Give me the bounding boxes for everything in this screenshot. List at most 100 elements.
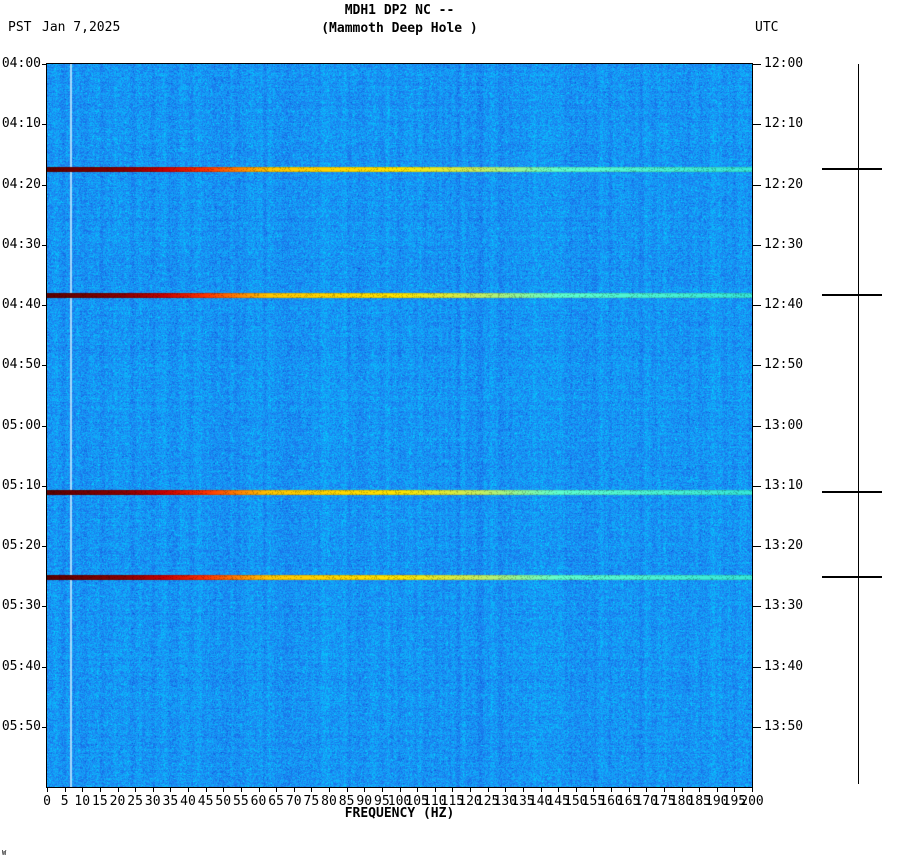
left-time-label: 04:10 — [0, 117, 41, 131]
frequency-tick — [646, 788, 647, 792]
spectrogram-page: { "header": { "tz_left": "PST", "date": … — [0, 0, 902, 864]
left-time-tick — [42, 305, 46, 306]
frequency-tick — [118, 788, 119, 792]
right-time-tick — [753, 124, 761, 125]
right-time-label: 13:50 — [764, 720, 803, 734]
frequency-tick — [629, 788, 630, 792]
right-time-tick — [753, 606, 761, 607]
frequency-tick — [523, 788, 524, 792]
left-time-tick — [42, 727, 46, 728]
left-time-tick — [42, 124, 46, 125]
corner-artifact: W — [2, 849, 6, 857]
right-time-label: 12:40 — [764, 298, 803, 312]
right-time-label: 13:20 — [764, 539, 803, 553]
right-time-tick — [753, 64, 761, 65]
right-time-tick — [753, 727, 761, 728]
frequency-tick — [541, 788, 542, 792]
frequency-axis-title: FREQUENCY (HZ) — [47, 806, 752, 821]
station-subtitle: (Mammoth Deep Hole ) — [47, 21, 752, 36]
right-time-label: 13:00 — [764, 419, 803, 433]
left-time-label: 05:30 — [0, 599, 41, 613]
frequency-tick — [452, 788, 453, 792]
frequency-tick — [294, 788, 295, 792]
left-time-label: 04:20 — [0, 178, 41, 192]
frequency-tick — [558, 788, 559, 792]
spectrogram-canvas — [47, 64, 752, 787]
frequency-tick — [188, 788, 189, 792]
frequency-tick — [664, 788, 665, 792]
frequency-tick — [611, 788, 612, 792]
frequency-tick — [47, 788, 48, 792]
left-time-label: 05:20 — [0, 539, 41, 553]
frequency-tick — [576, 788, 577, 792]
frequency-tick — [311, 788, 312, 792]
left-time-tick — [42, 365, 46, 366]
event-scale-mark — [822, 294, 882, 296]
event-scale-mark — [822, 168, 882, 170]
right-time-label: 12:30 — [764, 238, 803, 252]
frequency-tick — [135, 788, 136, 792]
event-scale-mark — [822, 576, 882, 578]
event-scale-line — [858, 64, 859, 784]
frequency-tick — [417, 788, 418, 792]
right-time-label: 12:50 — [764, 358, 803, 372]
left-time-label: 04:40 — [0, 298, 41, 312]
left-time-tick — [42, 245, 46, 246]
right-time-label: 12:10 — [764, 117, 803, 131]
left-time-label: 05:00 — [0, 419, 41, 433]
left-time-tick — [42, 185, 46, 186]
right-time-tick — [753, 185, 761, 186]
right-time-label: 12:20 — [764, 178, 803, 192]
frequency-tick — [699, 788, 700, 792]
frequency-tick — [259, 788, 260, 792]
right-time-tick — [753, 667, 761, 668]
right-time-label: 12:00 — [764, 57, 803, 71]
left-time-tick — [42, 546, 46, 547]
frequency-tick — [505, 788, 506, 792]
left-time-tick — [42, 606, 46, 607]
right-time-tick — [753, 305, 761, 306]
frequency-tick — [734, 788, 735, 792]
left-time-label: 05:10 — [0, 479, 41, 493]
frequency-tick — [82, 788, 83, 792]
frequency-tick — [382, 788, 383, 792]
frequency-tick — [682, 788, 683, 792]
frequency-tick — [241, 788, 242, 792]
frequency-tick — [593, 788, 594, 792]
timezone-left-label: PST — [8, 21, 31, 35]
frequency-tick — [364, 788, 365, 792]
event-scale-mark — [822, 491, 882, 493]
frequency-tick — [470, 788, 471, 792]
right-time-tick — [753, 486, 761, 487]
right-time-tick — [753, 245, 761, 246]
right-time-tick — [753, 365, 761, 366]
left-time-tick — [42, 64, 46, 65]
frequency-tick — [435, 788, 436, 792]
left-time-label: 04:50 — [0, 358, 41, 372]
right-time-label: 13:10 — [764, 479, 803, 493]
frequency-tick — [752, 788, 753, 792]
right-time-label: 13:40 — [764, 660, 803, 674]
right-time-tick — [753, 546, 761, 547]
right-time-tick — [753, 426, 761, 427]
frequency-tick — [223, 788, 224, 792]
left-time-label: 05:50 — [0, 720, 41, 734]
frequency-tick — [65, 788, 66, 792]
frequency-tick — [329, 788, 330, 792]
frequency-tick — [488, 788, 489, 792]
frequency-tick — [100, 788, 101, 792]
left-time-label: 05:40 — [0, 660, 41, 674]
left-time-label: 04:00 — [0, 57, 41, 71]
frequency-tick — [347, 788, 348, 792]
frequency-tick — [153, 788, 154, 792]
left-time-tick — [42, 667, 46, 668]
left-time-tick — [42, 426, 46, 427]
frequency-tick — [170, 788, 171, 792]
right-time-label: 13:30 — [764, 599, 803, 613]
frequency-tick — [276, 788, 277, 792]
left-time-label: 04:30 — [0, 238, 41, 252]
station-title: MDH1 DP2 NC -- — [47, 3, 752, 18]
frequency-tick — [400, 788, 401, 792]
frequency-tick — [717, 788, 718, 792]
left-time-tick — [42, 486, 46, 487]
